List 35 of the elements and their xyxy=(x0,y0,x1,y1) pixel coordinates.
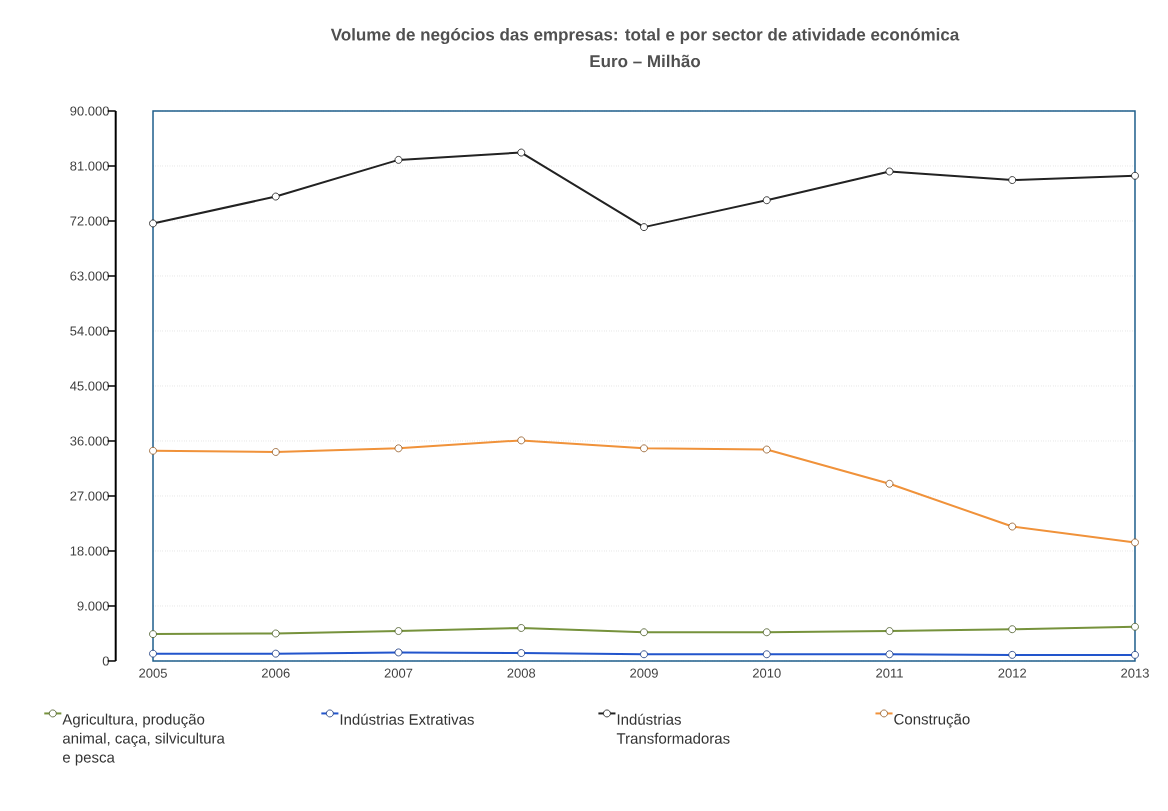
x-tick-label: 2008 xyxy=(507,668,536,678)
x-tick-label: 2006 xyxy=(261,668,290,678)
point xyxy=(394,155,403,164)
legend-label: Indústrias Extrativas xyxy=(340,713,474,725)
legend-label: Indústrias Transformadoras xyxy=(616,713,730,744)
y-tick-label: 0 xyxy=(102,656,109,666)
point xyxy=(640,223,648,232)
y-tick-label: 81.000 xyxy=(70,161,109,171)
point xyxy=(762,196,771,205)
point xyxy=(271,192,280,201)
y-tick-label: 90.000 xyxy=(70,106,109,116)
x-tick-label: 2009 xyxy=(630,668,658,678)
chart-title: Volume de negócios das empresas: total e por sector de atividade económica xyxy=(330,27,960,45)
x-tick-label: 2012 xyxy=(998,668,1027,678)
y-tick-label: 9.000 xyxy=(77,601,109,611)
x-tick-label: 2005 xyxy=(139,668,167,678)
point xyxy=(1008,176,1017,184)
legend-label: Construção xyxy=(894,713,970,728)
y-tick-label: 18.000 xyxy=(70,546,109,556)
y-tick-label: 54.000 xyxy=(70,326,109,336)
point xyxy=(517,148,526,157)
point xyxy=(149,219,157,228)
point xyxy=(1131,171,1139,180)
x-tick-label: 2011 xyxy=(876,668,903,678)
y-tick-label: 27.000 xyxy=(70,491,109,501)
y-tick-label: 72.000 xyxy=(70,216,109,226)
legend-label: Agricultura, produção animal, caça, silvicultura e pesca xyxy=(62,713,225,766)
y-tick-label: 36.000 xyxy=(70,436,109,446)
y-tick-label: 63.000 xyxy=(70,271,109,281)
point xyxy=(885,167,894,176)
x-tick-label: 2013 xyxy=(1121,668,1149,678)
x-tick-label: 2007 xyxy=(384,668,413,678)
chart-subtitle: Euro – Milhão xyxy=(590,54,701,68)
x-tick-label: 2010 xyxy=(752,668,781,678)
y-tick-label: 45.000 xyxy=(70,381,109,391)
